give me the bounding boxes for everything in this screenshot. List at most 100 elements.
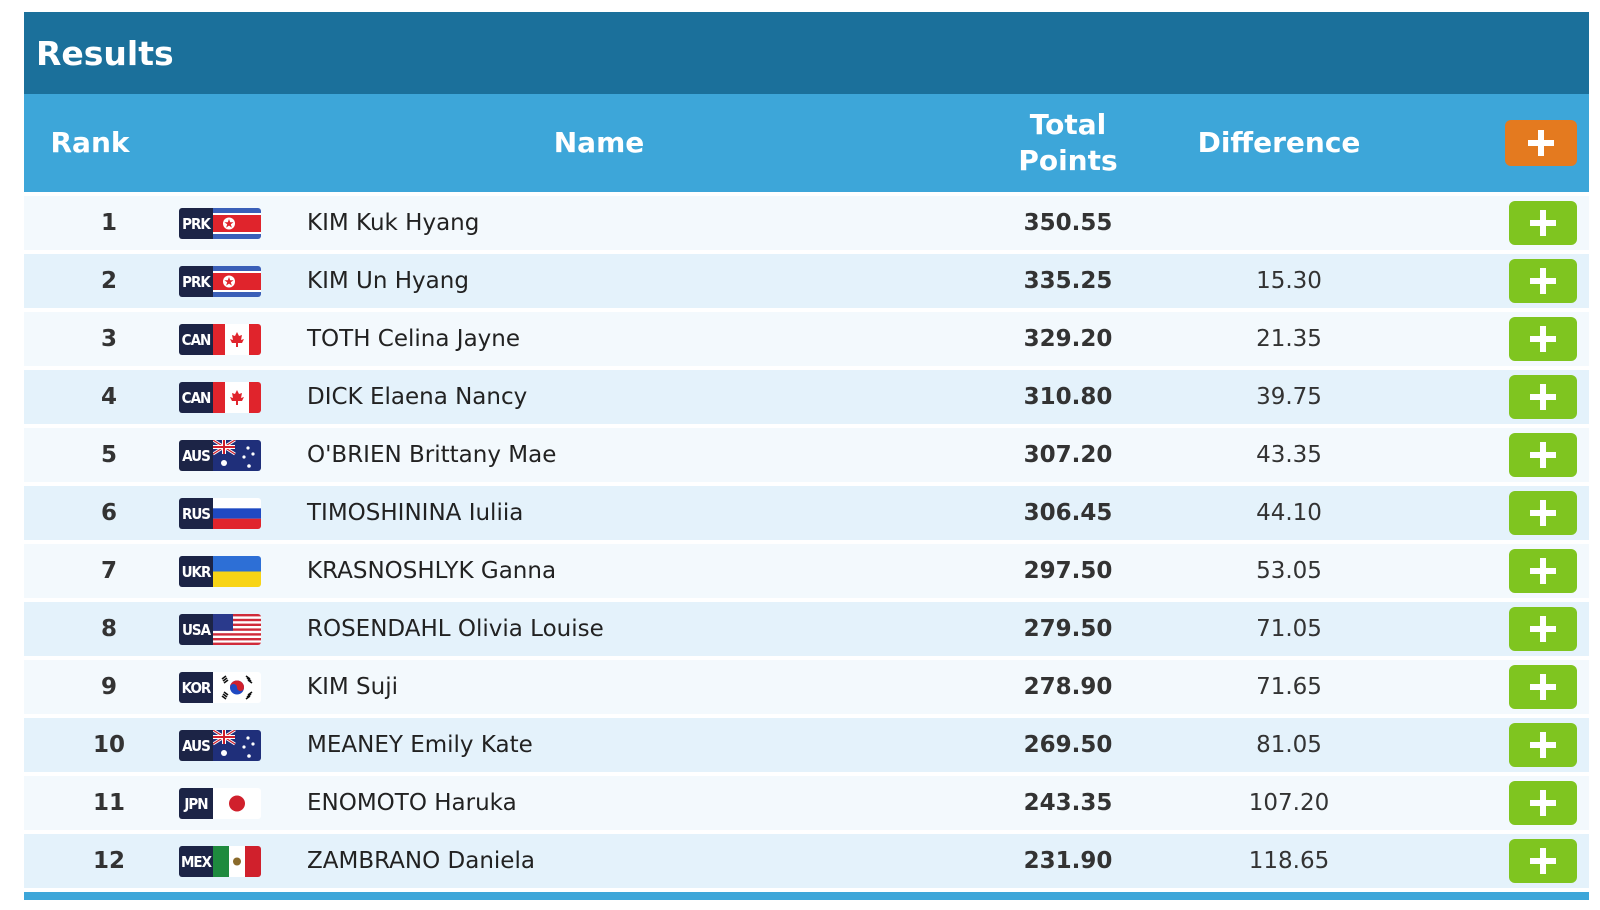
table-row: 3 CAN TOTH Celina Jayne 329.20 21.35 [24,308,1589,366]
table-row: 10 AUS MEANEY Emily Kate 269.50 81.05 [24,714,1589,772]
country-flag: RUS [179,498,261,529]
column-header-name[interactable]: Name [553,126,645,159]
country-code: JPN [179,788,213,819]
rank-cell: 6 [100,500,117,526]
athlete-name[interactable]: TOTH Celina Jayne [307,326,520,352]
difference-cell [1154,196,1424,250]
prk-flag-icon [213,208,261,239]
difference-cell: 81.05 [1256,732,1322,758]
country-code: PRK [179,208,213,239]
table-row: 2 PRK KIM Un Hyang 335.25 15.30 [24,250,1589,308]
athlete-name[interactable]: O'BRIEN Brittany Mae [307,442,557,468]
table-row: 11 JPN ENOMOTO Haruka 243.35 107.20 [24,772,1589,830]
expand-row-button[interactable] [1509,723,1577,767]
country-code: AUS [179,730,213,761]
usa-flag-icon [213,614,261,645]
prk-flag-icon [213,266,261,297]
plus-icon [1530,442,1556,468]
athlete-name[interactable]: KRASNOSHLYK Ganna [307,558,557,584]
expand-row-button[interactable] [1509,665,1577,709]
country-flag: CAN [179,324,261,355]
country-code: CAN [179,324,213,355]
rank-cell: 5 [100,442,117,468]
difference-cell: 71.65 [1256,674,1322,700]
difference-cell: 107.20 [1248,790,1330,816]
results-title-bar: Results [24,12,1589,94]
plus-icon [1530,326,1556,352]
country-flag: AUS [179,440,261,471]
rank-cell: 10 [92,732,125,758]
aus-flag-icon [212,730,261,761]
can-flag-icon [213,324,261,355]
results-panel: Results Rank Name Total Points Differenc… [24,12,1589,900]
rank-cell: 12 [92,848,125,874]
plus-icon [1530,732,1556,758]
total-points-cell: 307.20 [1023,442,1113,468]
athlete-name[interactable]: ROSENDAHL Olivia Louise [307,616,604,642]
total-points-cell: 297.50 [1023,558,1113,584]
country-flag: PRK [179,208,261,239]
rank-cell: 2 [100,268,117,294]
rank-cell: 9 [100,674,117,700]
expand-row-button[interactable] [1509,433,1577,477]
mex-flag-icon [213,846,261,877]
country-code: MEX [179,846,213,877]
country-flag: AUS [179,730,261,761]
expand-row-button[interactable] [1509,201,1577,245]
country-code: KOR [179,672,213,703]
difference-cell: 39.75 [1256,384,1322,410]
plus-icon [1530,500,1556,526]
plus-icon [1530,268,1556,294]
rank-cell: 4 [100,384,117,410]
rank-cell: 3 [100,326,117,352]
difference-cell: 21.35 [1256,326,1322,352]
kor-flag-icon [213,672,261,703]
expand-row-button[interactable] [1509,375,1577,419]
table-row: 7 UKR KRASNOSHLYK Ganna 297.50 53.05 [24,540,1589,598]
column-header-rank[interactable]: Rank [50,126,130,159]
table-row: 12 MEX ZAMBRANO Daniela 231.90 118.65 [24,830,1589,888]
expand-row-button[interactable] [1509,491,1577,535]
expand-all-button[interactable] [1505,120,1577,166]
plus-icon [1530,790,1556,816]
country-code: CAN [179,382,213,413]
plus-icon [1528,130,1554,156]
table-row: 5 AUS O'BRIEN Brittany Mae 307.20 43.35 [24,424,1589,482]
expand-row-button[interactable] [1509,607,1577,651]
total-points-cell: 231.90 [1023,848,1113,874]
athlete-name[interactable]: KIM Kuk Hyang [307,210,480,236]
expand-row-button[interactable] [1509,781,1577,825]
rank-cell: 11 [92,790,125,816]
country-flag: CAN [179,382,261,413]
expand-row-button[interactable] [1509,259,1577,303]
column-header-total-points[interactable]: Total Points [1018,108,1118,177]
plus-icon [1530,616,1556,642]
country-code: PRK [179,266,213,297]
table-row: 1 PRK KIM Kuk Hyang 350.55 [24,192,1589,250]
total-points-cell: 329.20 [1023,326,1113,352]
table-header: Rank Name Total Points Difference [24,94,1589,192]
plus-icon [1530,848,1556,874]
expand-row-button[interactable] [1509,317,1577,361]
athlete-name[interactable]: MEANEY Emily Kate [307,732,533,758]
rank-cell: 1 [100,210,117,236]
expand-row-button[interactable] [1509,839,1577,883]
plus-icon [1530,558,1556,584]
country-code: UKR [179,556,213,587]
athlete-name[interactable]: ZAMBRANO Daniela [307,848,535,874]
athlete-name[interactable]: TIMOSHININA Iuliia [307,500,524,526]
athlete-name[interactable]: DICK Elaena Nancy [307,384,528,410]
total-points-cell: 243.35 [1023,790,1113,816]
total-points-cell: 350.55 [1023,210,1113,236]
athlete-name[interactable]: KIM Suji [307,674,398,700]
country-flag: KOR [179,672,261,703]
total-points-cell: 278.90 [1023,674,1113,700]
athlete-name[interactable]: ENOMOTO Haruka [307,790,517,816]
table-row: 6 RUS TIMOSHININA Iuliia 306.45 44.10 [24,482,1589,540]
page-title: Results [36,33,174,73]
total-points-cell: 310.80 [1023,384,1113,410]
expand-row-button[interactable] [1509,549,1577,593]
athlete-name[interactable]: KIM Un Hyang [307,268,469,294]
column-header-difference[interactable]: Difference [1197,126,1361,159]
total-points-cell: 306.45 [1023,500,1113,526]
